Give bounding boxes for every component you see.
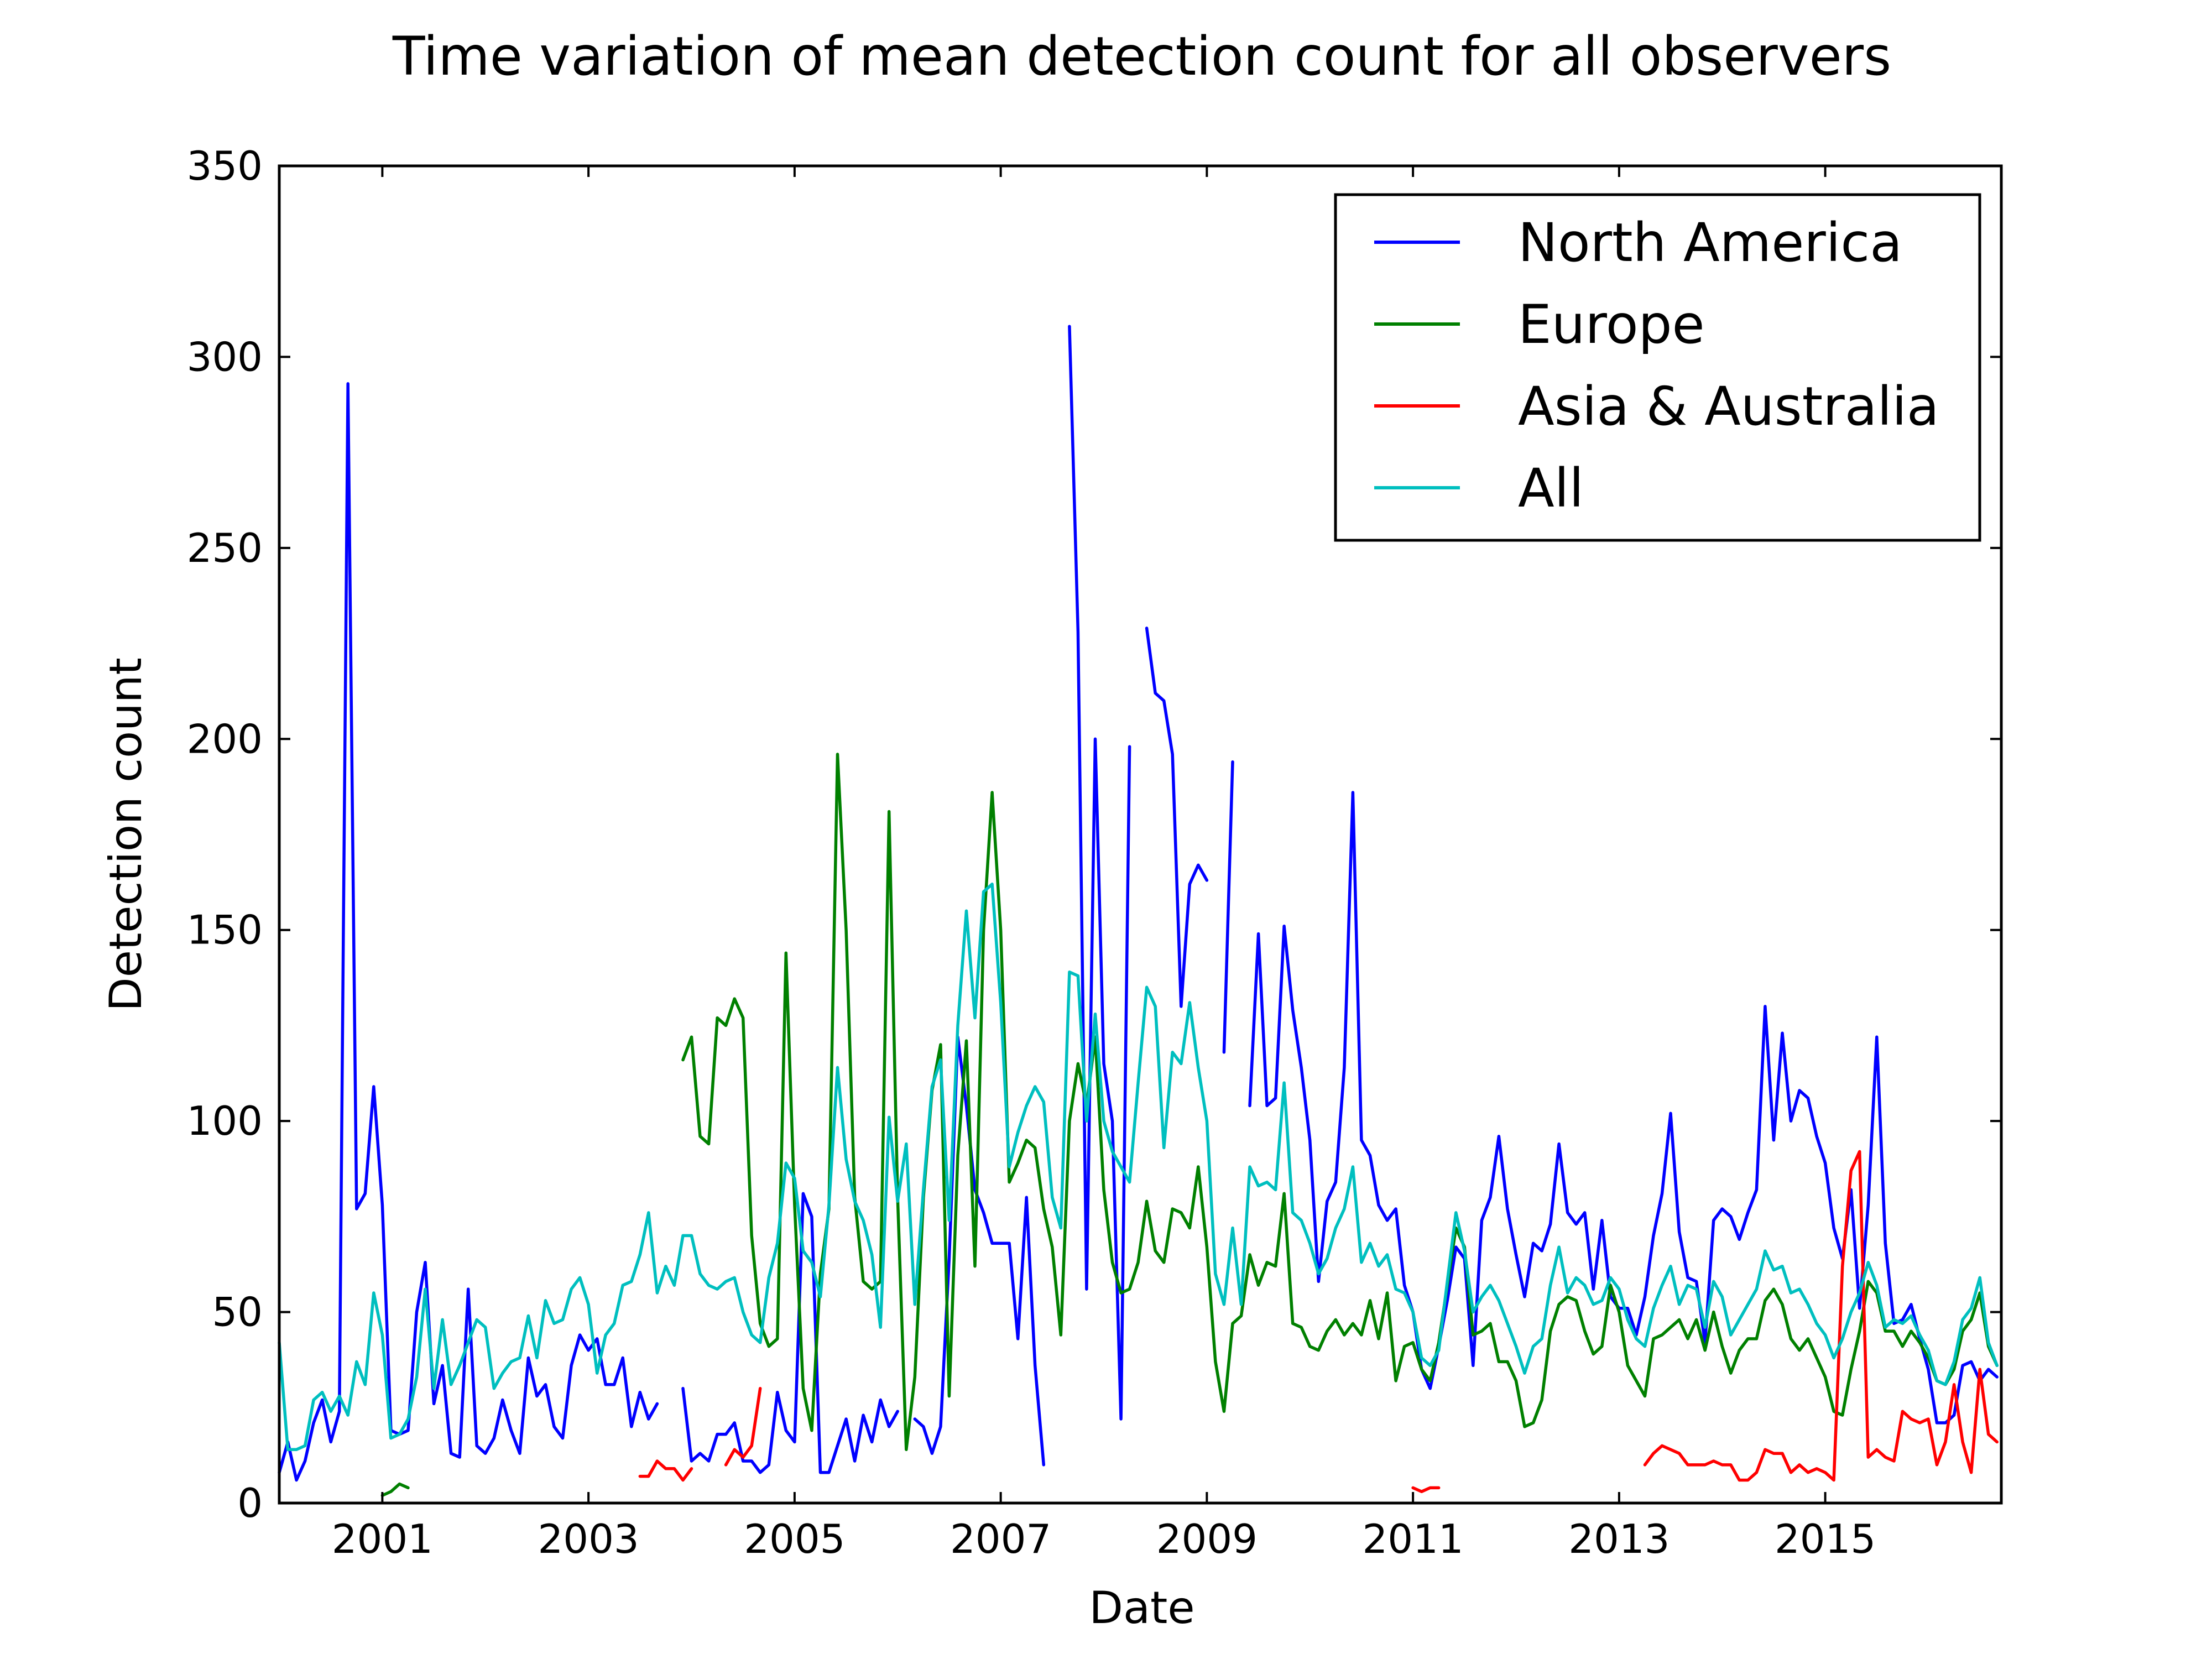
series-2	[638, 1150, 1999, 1494]
y-tick-label: 150	[187, 907, 263, 953]
series-2-segment-3	[1643, 1150, 1999, 1482]
legend-label-0: North America	[1518, 212, 1902, 274]
x-tick-label: 2009	[1156, 1516, 1258, 1562]
series-layer	[278, 325, 1999, 1497]
y-tick-label: 50	[212, 1289, 263, 1335]
series-0-segment-1	[681, 1192, 899, 1474]
legend-label-1: Europe	[1518, 294, 1705, 356]
y-tick-label: 250	[187, 525, 263, 571]
x-tick-label: 2015	[1775, 1516, 1876, 1562]
series-0-segment-4	[1145, 627, 1209, 1008]
plot-frame	[278, 164, 2003, 1505]
series-2-segment-1	[724, 1386, 762, 1467]
series-1-segment-1	[681, 753, 1999, 1452]
y-tick-label: 300	[187, 333, 263, 380]
legend-frame	[1334, 193, 1981, 542]
series-3-segment-0	[278, 883, 1999, 1452]
x-tick-label: 2003	[538, 1516, 639, 1562]
series-3	[278, 883, 1999, 1452]
y-tick-label: 200	[187, 716, 263, 762]
x-tick-label: 2013	[1568, 1516, 1670, 1562]
series-0-segment-2	[913, 1035, 1046, 1467]
y-axis-label: Detection count	[100, 658, 152, 1011]
x-tick-label: 2001	[332, 1516, 433, 1562]
y-tick-label: 0	[237, 1480, 263, 1526]
series-1	[380, 753, 1999, 1497]
legend-label-3: All	[1518, 457, 1584, 519]
y-tick-label: 350	[187, 143, 263, 189]
legend: North America Europe Asia & Australia All	[1334, 193, 1981, 542]
series-2-segment-2	[1411, 1486, 1441, 1494]
series-1-segment-0	[380, 1482, 410, 1497]
x-tick-label: 2011	[1362, 1516, 1463, 1562]
series-2-segment-0	[638, 1459, 693, 1482]
x-axis-label: Date	[1089, 1582, 1194, 1634]
chart-title: Time variation of mean detection count f…	[392, 25, 1891, 87]
x-tick-label: 2007	[950, 1516, 1051, 1562]
series-0-segment-5	[1222, 760, 1234, 1054]
x-tick-label: 2005	[744, 1516, 845, 1562]
y-tick-label: 100	[187, 1098, 263, 1144]
legend-label-2: Asia & Australia	[1518, 375, 1939, 437]
ticks-layer: 2001 2003 2005 2007 2009 2011 2013 2015 0 50 100 15…	[187, 143, 2001, 1562]
series-0-segment-3	[1068, 325, 1131, 1421]
